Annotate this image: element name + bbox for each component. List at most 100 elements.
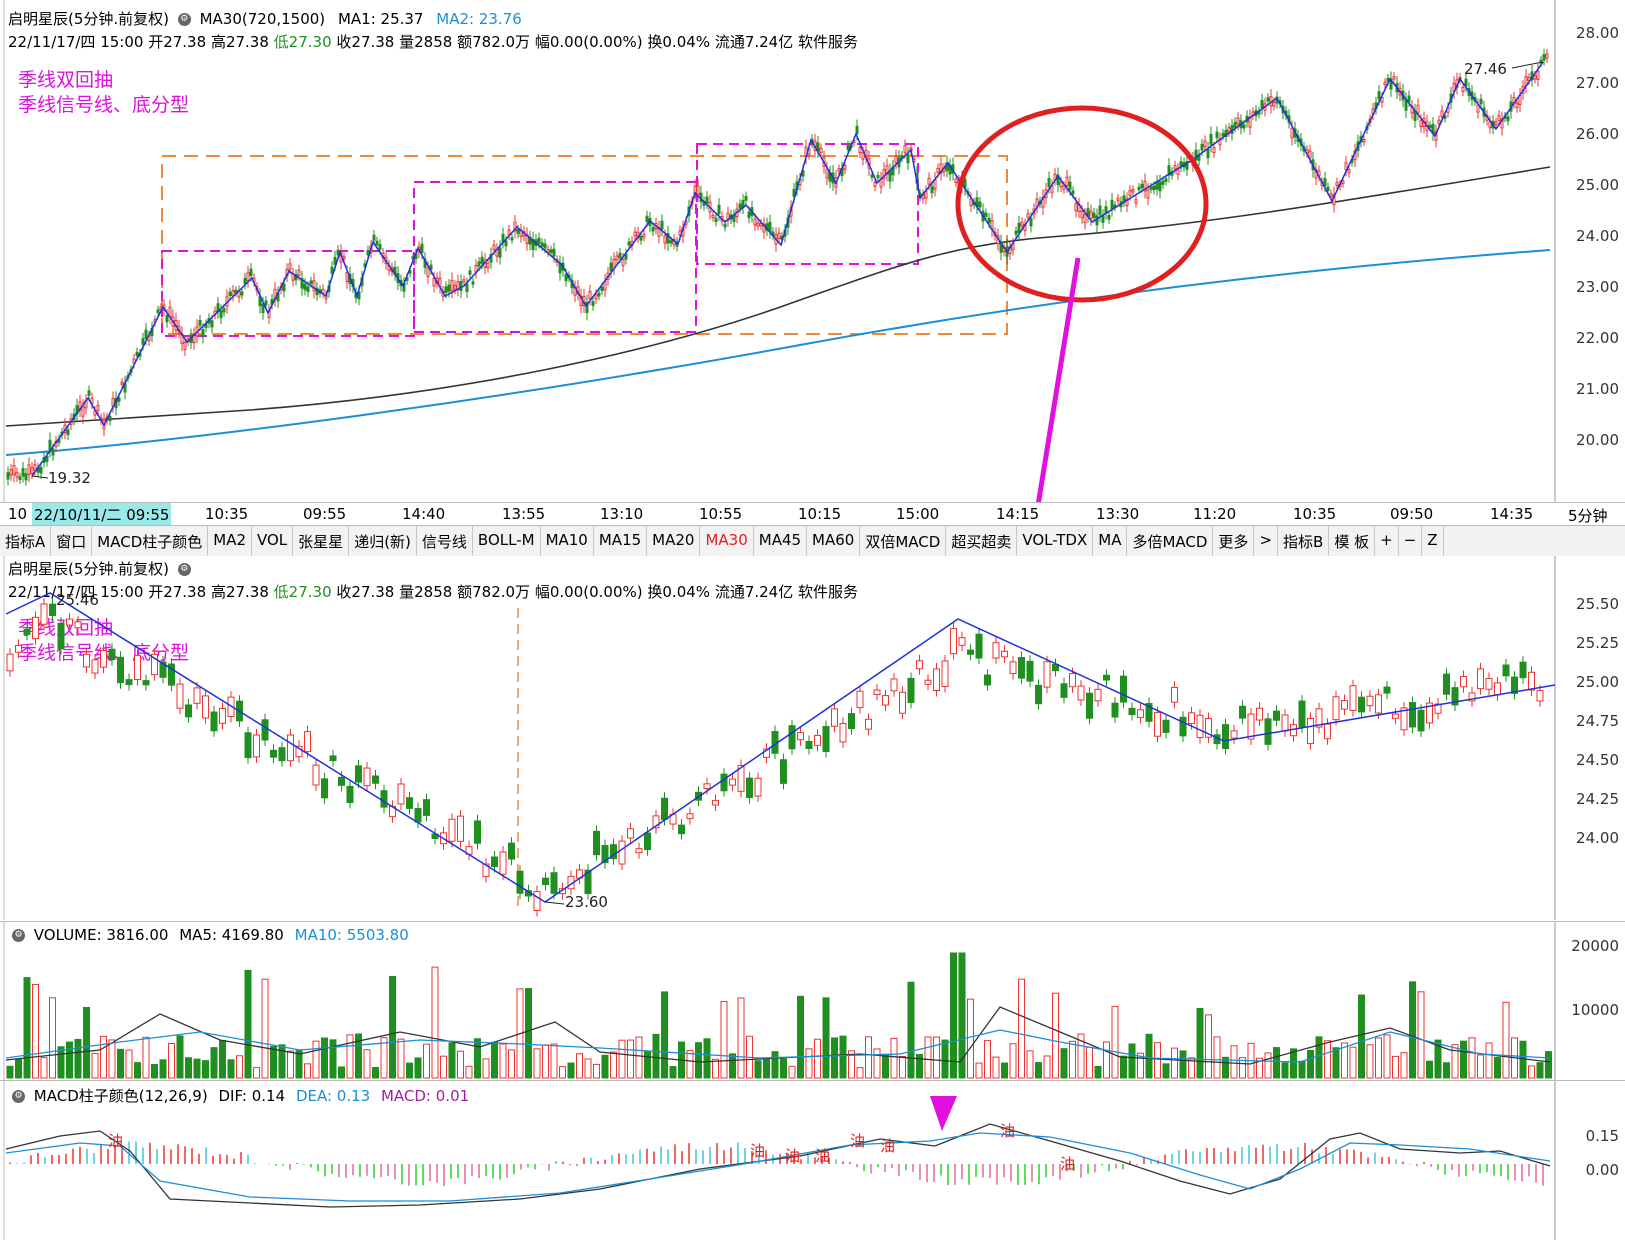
quote-industry: 软件服务 bbox=[798, 583, 859, 601]
candle-body bbox=[552, 248, 556, 257]
tab-more[interactable]: 更多 bbox=[1213, 526, 1255, 556]
volume-bar bbox=[1349, 1046, 1357, 1079]
volume-bar bbox=[49, 997, 56, 1079]
axis-tick: 26.00 bbox=[1576, 125, 1619, 143]
candle-body bbox=[744, 196, 748, 201]
tab-signal-line[interactable]: 信号线 bbox=[417, 526, 473, 556]
volume-bar bbox=[550, 1043, 558, 1079]
candle-body bbox=[165, 314, 169, 323]
candle-body bbox=[720, 773, 728, 792]
candle-body bbox=[1417, 709, 1425, 732]
tab-zhangxingxing[interactable]: 张星星 bbox=[293, 526, 350, 556]
volume-bar bbox=[1502, 1001, 1510, 1079]
tab-double-macd[interactable]: 双倍MACD bbox=[860, 526, 947, 556]
volume-bar bbox=[1256, 1057, 1263, 1079]
candle-body bbox=[936, 168, 940, 173]
top-high-price-label: 27.46 bbox=[1464, 60, 1507, 78]
candle-body bbox=[978, 201, 982, 208]
candle-body bbox=[1324, 723, 1331, 740]
time-tick: 11:20 bbox=[1193, 505, 1237, 523]
tab-multi-macd[interactable]: 多倍MACD bbox=[1127, 526, 1214, 556]
quote-info: 22/11/17/四 15:00 开27.38 高27.38 低27.30 收2… bbox=[8, 31, 858, 52]
settings-icon[interactable]: ⚙ bbox=[177, 13, 191, 26]
tab-indicator-b[interactable]: 指标B bbox=[1278, 526, 1330, 556]
tab-ma45[interactable]: MA45 bbox=[754, 526, 808, 556]
candle-body bbox=[584, 869, 592, 895]
candle-body bbox=[117, 656, 124, 684]
volume-bar bbox=[389, 975, 396, 1079]
quote-volume: 量2858 bbox=[399, 583, 453, 601]
ma1-label: MA1: 25.37 bbox=[337, 10, 424, 28]
annotation-line-2: 季线信号线、底分型 bbox=[18, 94, 190, 116]
volume-bar bbox=[1171, 1047, 1178, 1079]
volume-bar bbox=[916, 1054, 923, 1079]
volume-header: ⚙ VOLUME: 3816.00 MA5: 4169.80 MA10: 550… bbox=[8, 926, 409, 944]
tab-vol-tdx[interactable]: VOL-TDX bbox=[1017, 526, 1094, 556]
settings-icon[interactable]: ⚙ bbox=[177, 563, 191, 576]
candle-body bbox=[1171, 686, 1178, 703]
candle-body bbox=[924, 679, 932, 685]
volume-bar bbox=[1307, 1049, 1314, 1079]
quote-high: 高27.38 bbox=[210, 33, 269, 51]
settings-icon[interactable]: ⚙ bbox=[12, 929, 25, 942]
candle-body bbox=[848, 713, 855, 730]
axis-tick: 25.00 bbox=[1576, 176, 1619, 194]
tab-template[interactable]: 模 板 bbox=[1329, 526, 1376, 556]
candle-body bbox=[711, 214, 715, 219]
volume-bar bbox=[100, 1035, 107, 1079]
candle-body bbox=[899, 691, 906, 714]
candle-body bbox=[141, 338, 145, 345]
candle-body bbox=[1110, 199, 1114, 210]
candle-body bbox=[1137, 186, 1141, 191]
volume-bar bbox=[729, 1053, 736, 1079]
candle-body bbox=[1101, 215, 1105, 223]
candle-body bbox=[278, 747, 286, 762]
tab-indicator-a[interactable]: 指标A bbox=[0, 526, 52, 556]
quote-change: 幅0.00(0.00%) bbox=[534, 33, 643, 51]
candle-body bbox=[448, 818, 456, 842]
candle-body bbox=[1272, 101, 1276, 107]
tab-ma20[interactable]: MA20 bbox=[647, 526, 701, 556]
candle-body bbox=[459, 281, 463, 291]
time-tick: 09:55 bbox=[303, 505, 347, 523]
candle-body bbox=[992, 642, 1000, 659]
tab-window[interactable]: 窗口 bbox=[51, 526, 93, 556]
tab-recursive[interactable]: 递归(新) bbox=[349, 526, 417, 556]
candle-body bbox=[1539, 59, 1543, 64]
period-selector[interactable]: 5分钟 bbox=[1568, 507, 1608, 525]
zoom-out-button[interactable]: − bbox=[1399, 526, 1423, 556]
tab-vol[interactable]: VOL bbox=[252, 526, 294, 556]
tab-ma2[interactable]: MA2 bbox=[208, 526, 252, 556]
tab-ma15[interactable]: MA15 bbox=[594, 526, 648, 556]
settings-icon[interactable]: ⚙ bbox=[12, 1090, 25, 1103]
candle-body bbox=[1161, 180, 1165, 185]
tab-boll-m[interactable]: BOLL-M bbox=[473, 526, 541, 556]
candle-body bbox=[975, 633, 983, 659]
candle-body bbox=[540, 242, 544, 247]
volume-bar bbox=[525, 988, 532, 1079]
candle-body bbox=[814, 734, 821, 746]
volume-bar bbox=[1196, 1008, 1204, 1079]
candle-body bbox=[1527, 77, 1531, 81]
tab-macd-color[interactable]: MACD柱子颜色 bbox=[92, 526, 209, 556]
candle-body bbox=[600, 286, 604, 291]
candle-body bbox=[312, 280, 316, 292]
candle-body bbox=[210, 711, 218, 732]
zoom-in-button[interactable]: + bbox=[1375, 526, 1399, 556]
oil-signal-label: 油 bbox=[108, 1132, 123, 1150]
tab-ma[interactable]: MA bbox=[1093, 526, 1128, 556]
tab-ma10[interactable]: MA10 bbox=[541, 526, 594, 556]
candle-body bbox=[1089, 210, 1093, 220]
volume-bar bbox=[1264, 1052, 1272, 1079]
tab-ma60[interactable]: MA60 bbox=[807, 526, 861, 556]
tab-ma30[interactable]: MA30 bbox=[700, 526, 754, 556]
volume-bar bbox=[1485, 1042, 1493, 1079]
z-button[interactable]: Z bbox=[1422, 526, 1444, 556]
volume-bar bbox=[831, 1037, 838, 1079]
tab-overbought[interactable]: 超买超卖 bbox=[946, 526, 1018, 556]
candle-body bbox=[1536, 690, 1544, 702]
candle-body bbox=[312, 764, 320, 786]
volume-bar bbox=[1494, 1056, 1501, 1079]
candle-body bbox=[74, 621, 82, 629]
tab-next-arrow[interactable]: > bbox=[1254, 526, 1279, 556]
